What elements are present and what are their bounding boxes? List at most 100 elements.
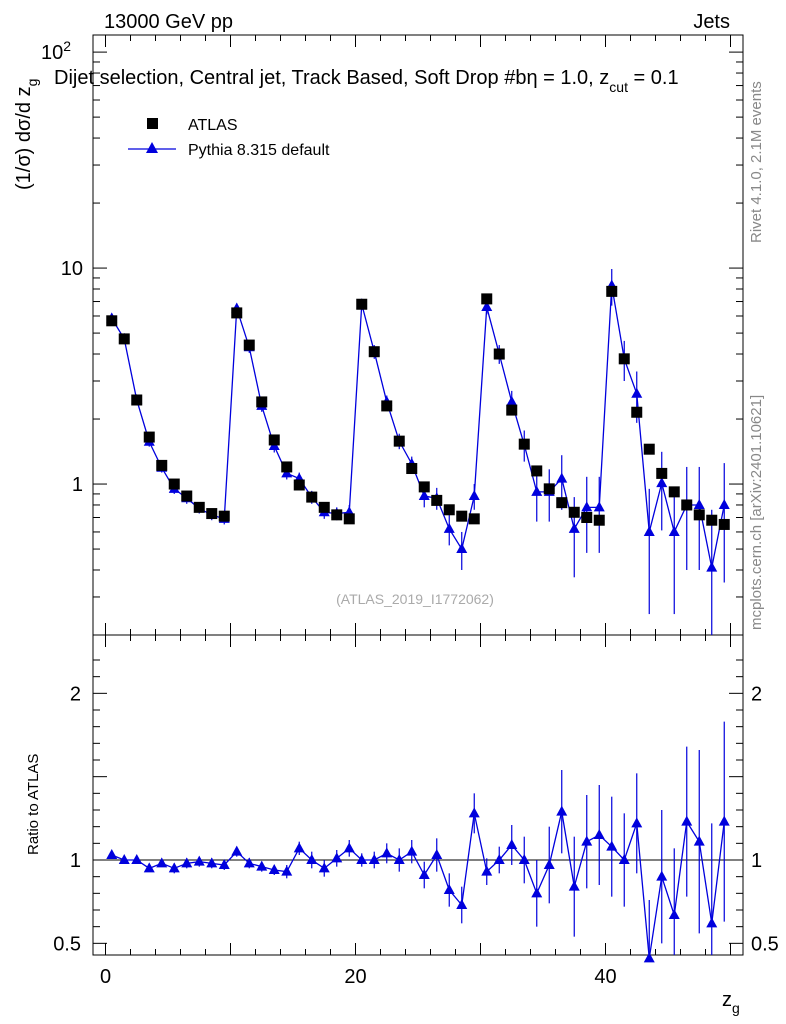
ratio-point bbox=[206, 857, 218, 868]
data-series bbox=[106, 285, 730, 530]
mc-point bbox=[443, 522, 455, 533]
mc-point bbox=[581, 501, 593, 512]
atlas-point bbox=[456, 510, 468, 522]
atlas-point bbox=[356, 298, 368, 310]
ratio-point bbox=[593, 829, 605, 839]
atlas-point bbox=[681, 499, 693, 511]
axes: 0 20 40 1 10 102 0.5 0.5 1 1 2 2 bbox=[41, 35, 779, 988]
mc-point bbox=[556, 472, 568, 483]
analysis-watermark: (ATLAS_2019_I1772062) bbox=[336, 591, 494, 607]
atlas-point bbox=[206, 508, 218, 520]
plot-title: Dijet selection, Central jet, Track Base… bbox=[54, 67, 679, 95]
mc-point bbox=[531, 485, 543, 496]
ratio-point bbox=[106, 849, 118, 859]
ratio-point bbox=[181, 857, 193, 868]
ratio-point bbox=[568, 880, 580, 891]
atlas-point bbox=[506, 404, 518, 416]
ratio-point bbox=[356, 854, 368, 864]
ratio-point bbox=[268, 864, 280, 874]
ratio-point bbox=[618, 854, 630, 864]
ratio-point bbox=[218, 859, 230, 869]
atlas-point bbox=[306, 491, 318, 503]
atlas-point bbox=[406, 463, 418, 475]
atlas-point bbox=[193, 501, 205, 513]
ratio-point bbox=[156, 857, 168, 868]
ratio-point bbox=[418, 869, 430, 879]
mc-point bbox=[568, 522, 580, 533]
y-tick-label: 10 bbox=[61, 258, 83, 280]
ratio-point bbox=[293, 842, 305, 853]
rivet-label: Rivet 4.1.0, 2.1M events bbox=[748, 81, 765, 243]
x-axis-label: zg bbox=[722, 989, 740, 1016]
ratio-point bbox=[331, 852, 343, 863]
ratio-point bbox=[168, 862, 180, 873]
legend-mc-label: Pythia 8.315 default bbox=[188, 142, 330, 159]
y-axis-label-sub: g bbox=[24, 79, 40, 87]
atlas-point bbox=[268, 434, 280, 446]
plot-title-suffix: η = 1.0, z bbox=[526, 67, 609, 89]
ratio-point bbox=[368, 854, 380, 864]
legend-mc-marker bbox=[146, 142, 158, 153]
ratio-y-tick-label: 1 bbox=[70, 850, 81, 872]
ratio-point bbox=[393, 854, 405, 864]
atlas-point bbox=[231, 307, 243, 319]
ratio-point bbox=[681, 815, 693, 826]
atlas-point bbox=[706, 514, 718, 526]
mcplots-label: mcplots.cern.ch [arXiv:2401.10621] bbox=[748, 395, 765, 630]
ratio-point bbox=[468, 807, 480, 818]
ratio-point bbox=[668, 909, 680, 919]
x-tick-label: 40 bbox=[594, 966, 616, 988]
atlas-point bbox=[431, 494, 443, 506]
atlas-point bbox=[293, 479, 305, 491]
mc-point bbox=[506, 395, 518, 406]
ratio-line bbox=[111, 811, 725, 959]
atlas-point bbox=[656, 467, 668, 479]
atlas-point bbox=[668, 486, 680, 498]
atlas-point bbox=[418, 481, 430, 493]
mc-point bbox=[481, 301, 493, 312]
atlas-point bbox=[381, 400, 393, 412]
ratio-point bbox=[581, 835, 593, 846]
atlas-point bbox=[168, 478, 180, 490]
atlas-point bbox=[143, 431, 155, 443]
ratio-point bbox=[656, 870, 668, 881]
x-axis-label-sub: g bbox=[732, 1000, 740, 1016]
mc-series bbox=[106, 269, 730, 635]
atlas-point bbox=[556, 497, 568, 509]
ratio-point bbox=[606, 840, 618, 851]
ratio-point bbox=[706, 917, 718, 928]
mc-point bbox=[468, 490, 480, 501]
ratio-point bbox=[431, 849, 443, 859]
header-left: 13000 GeV pp bbox=[104, 11, 233, 33]
atlas-point bbox=[531, 465, 543, 477]
y-tick-label: 102 bbox=[41, 38, 71, 64]
ratio-point bbox=[631, 817, 643, 828]
mc-point bbox=[718, 498, 730, 509]
ratio-point bbox=[543, 859, 555, 869]
ratio-point bbox=[643, 952, 655, 963]
atlas-point bbox=[518, 438, 530, 450]
ratio-point bbox=[231, 845, 243, 856]
ratio-point bbox=[318, 862, 330, 873]
atlas-point bbox=[131, 394, 143, 406]
atlas-point bbox=[568, 506, 580, 518]
ratio-point bbox=[506, 839, 518, 849]
ratio-point bbox=[406, 845, 418, 856]
mc-point bbox=[643, 525, 655, 536]
ratio-point bbox=[131, 854, 143, 864]
mc-point bbox=[693, 498, 705, 509]
ratio-point bbox=[143, 862, 155, 873]
x-tick-label: 0 bbox=[100, 966, 111, 988]
plot-title-sub: cut bbox=[609, 79, 628, 95]
mc-point bbox=[593, 501, 605, 512]
ratio-point bbox=[281, 865, 293, 876]
mc-point bbox=[656, 477, 668, 488]
ratio-point bbox=[556, 805, 568, 816]
atlas-point bbox=[318, 501, 330, 513]
legend: ATLAS Pythia 8.315 default bbox=[128, 117, 330, 159]
x-tick-label: 20 bbox=[344, 966, 366, 988]
atlas-point bbox=[443, 504, 455, 516]
ratio-point bbox=[118, 854, 130, 864]
ratio-point bbox=[343, 842, 355, 853]
